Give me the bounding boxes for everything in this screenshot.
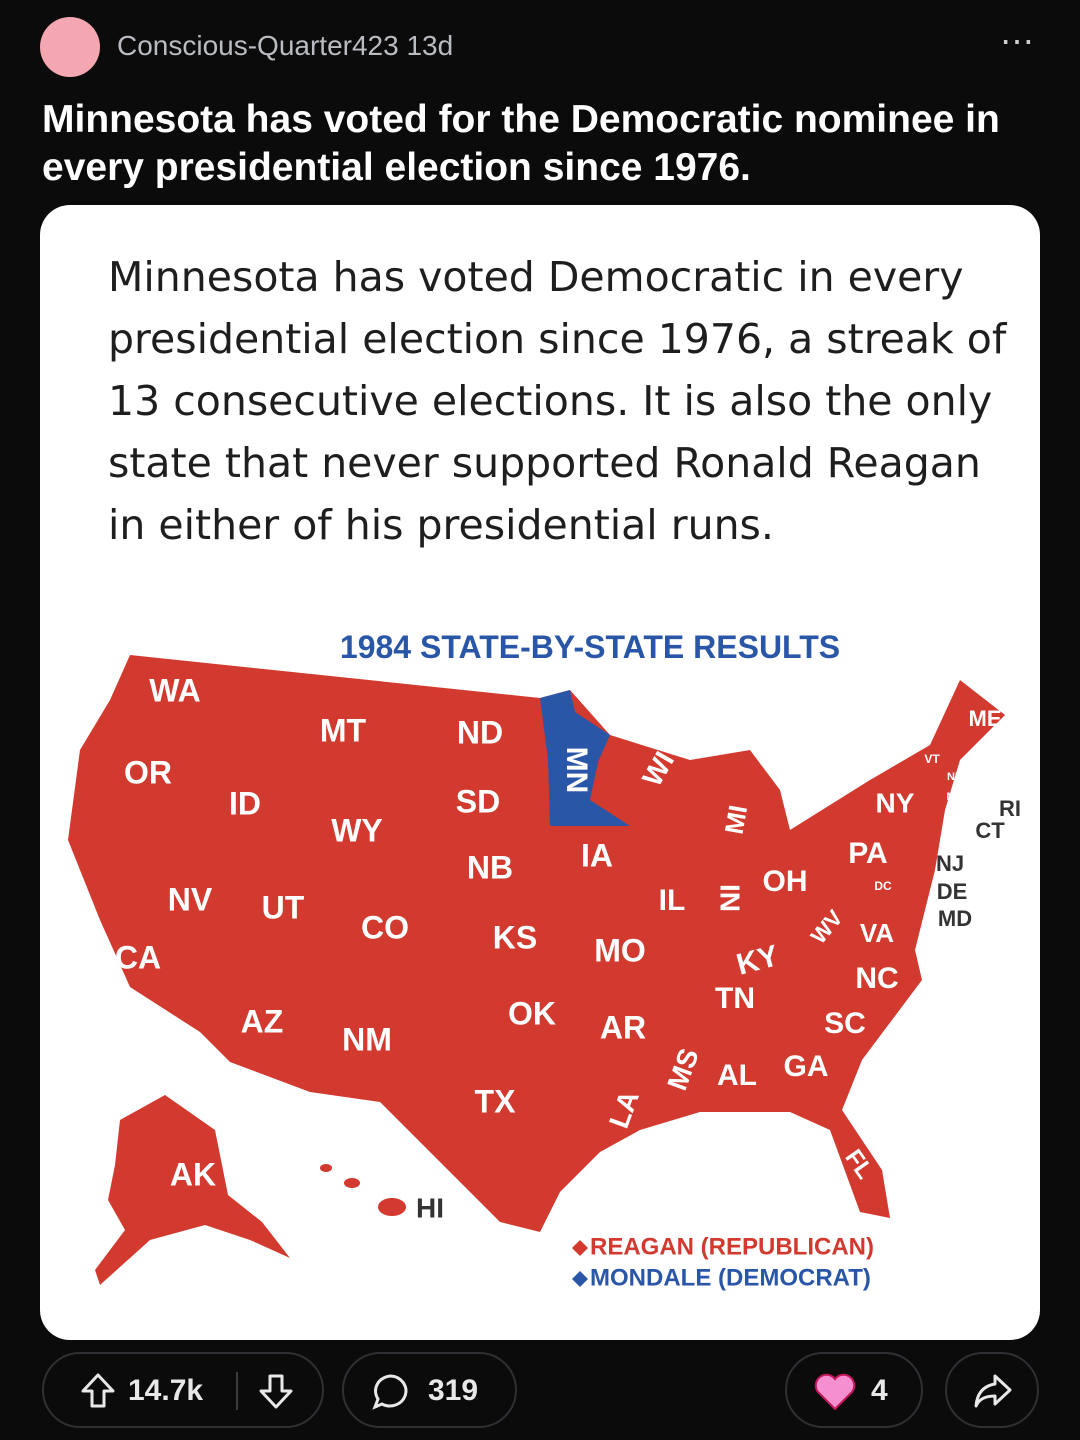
award-icon: [814, 1373, 856, 1411]
award-count: 4: [871, 1374, 888, 1407]
share-button[interactable]: [945, 1352, 1039, 1428]
hawaii: [344, 1178, 360, 1188]
state-label: CT: [975, 818, 1005, 843]
author[interactable]: Conscious-Quarter423: [117, 30, 399, 61]
state-label: ID: [229, 785, 261, 821]
comment-count: 319: [428, 1374, 479, 1407]
state-label: AR: [600, 1009, 646, 1045]
state-label: VT: [924, 752, 940, 766]
state-label: NV: [168, 881, 213, 917]
state-label: AL: [717, 1059, 757, 1092]
state-label: ND: [457, 714, 503, 750]
avatar[interactable]: [40, 17, 100, 77]
state-label: CO: [361, 909, 409, 945]
vote-bar: 14.7k: [42, 1352, 324, 1428]
state-label: TX: [475, 1083, 517, 1119]
state-label: IL: [659, 884, 686, 917]
state-label: WY: [331, 812, 383, 848]
age: 13d: [406, 30, 454, 61]
downvote[interactable]: [258, 1372, 294, 1410]
state-label: MN: [560, 747, 593, 794]
us-mainland: [68, 655, 1005, 1232]
divider: [236, 1372, 238, 1410]
state-label: MI: [719, 803, 754, 837]
state-label: OH: [763, 865, 808, 898]
state-label: CA: [115, 939, 161, 975]
map-title: 1984 STATE-BY-STATE RESULTS: [340, 629, 840, 665]
image-caption: Minnesota has voted Democratic in every …: [108, 253, 1007, 549]
state-label: AK: [170, 1156, 216, 1192]
share-icon: [974, 1374, 1012, 1408]
award-button[interactable]: 4: [785, 1352, 923, 1428]
state-label: ME: [969, 706, 1002, 731]
legend-marker: [572, 1271, 588, 1287]
state-label: DE: [937, 879, 968, 904]
state-label: SC: [824, 1007, 866, 1040]
state-label: DC: [874, 879, 892, 893]
more-menu[interactable]: ⋯: [1000, 23, 1034, 61]
post-meta: Conscious-Quarter423 13d: [117, 30, 453, 62]
state-label: IA: [581, 837, 613, 873]
state-label: MT: [320, 712, 367, 748]
state-label: MD: [938, 906, 972, 931]
state-label: VA: [860, 918, 894, 948]
state-label: OR: [124, 754, 172, 790]
state-label: AZ: [241, 1003, 284, 1039]
state-label: TN: [715, 982, 755, 1015]
state-label: MO: [594, 932, 646, 968]
state-label: NC: [855, 962, 898, 995]
comment-icon: [372, 1374, 408, 1410]
upvote-count: 14.7k: [128, 1374, 204, 1407]
state-label: KS: [493, 919, 537, 955]
legend-marker: [572, 1240, 588, 1256]
alaska: [95, 1095, 290, 1285]
legend-label: MONDALE (DEMOCRAT): [590, 1264, 871, 1291]
state-label: HI: [416, 1192, 444, 1223]
legend-label: REAGAN (REPUBLICAN): [590, 1233, 874, 1260]
state-label: OK: [508, 995, 556, 1031]
state-label: SD: [456, 783, 500, 819]
state-label: NY: [876, 787, 915, 818]
post-title: Minnesota has voted for the Democratic n…: [42, 98, 1000, 189]
state-label: IN: [715, 884, 746, 912]
state-label: UT: [262, 889, 305, 925]
state-label: NJ: [936, 851, 964, 876]
state-label: WA: [149, 672, 201, 708]
state-label: NM: [342, 1021, 392, 1057]
hawaii: [378, 1198, 406, 1216]
comments-button[interactable]: 319: [342, 1352, 517, 1428]
hawaii: [320, 1164, 332, 1172]
state-label: NH: [947, 771, 963, 783]
state-label: NB: [467, 849, 513, 885]
minnesota: [540, 690, 630, 826]
upvote[interactable]: [80, 1372, 116, 1410]
state-label: RI: [999, 796, 1021, 821]
state-label: MA: [946, 791, 963, 803]
state-label: PA: [848, 837, 887, 870]
state-label: GA: [784, 1050, 829, 1083]
